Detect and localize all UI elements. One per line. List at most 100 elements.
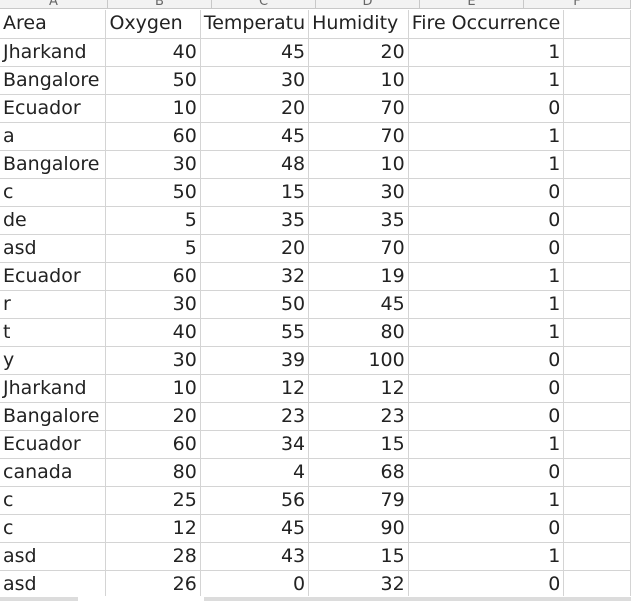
table-cell[interactable]: 0 [408, 178, 565, 207]
table-cell[interactable]: 1 [408, 262, 565, 291]
table-cell[interactable]: 45 [200, 122, 310, 151]
table-cell[interactable]: y [0, 346, 107, 375]
table-cell-empty[interactable] [563, 122, 631, 151]
table-cell[interactable]: 60 [105, 262, 201, 291]
table-cell[interactable]: Bangalore [0, 66, 107, 95]
table-cell[interactable]: 12 [308, 374, 409, 403]
header-cell-area[interactable]: Area [0, 10, 107, 39]
table-cell[interactable]: 0 [408, 234, 565, 263]
table-cell-empty[interactable] [563, 402, 631, 431]
table-cell[interactable]: 70 [308, 234, 409, 263]
table-cell[interactable]: t [0, 318, 107, 347]
table-cell[interactable]: 0 [408, 402, 565, 431]
table-cell[interactable]: 80 [308, 318, 409, 347]
table-cell[interactable]: Jharkand [0, 374, 107, 403]
table-cell[interactable]: 0 [408, 514, 565, 543]
header-cell-humidity[interactable]: Humidity [308, 10, 409, 39]
table-cell-empty[interactable] [563, 374, 631, 403]
table-cell[interactable]: 70 [308, 94, 409, 123]
table-cell[interactable]: 20 [200, 94, 310, 123]
table-cell[interactable]: 48 [200, 150, 310, 179]
column-header-d[interactable]: D [316, 0, 420, 8]
table-cell[interactable]: 43 [200, 542, 310, 571]
table-cell-empty[interactable] [563, 430, 631, 459]
table-cell[interactable]: 26 [105, 570, 201, 599]
table-cell-empty[interactable] [563, 458, 631, 487]
table-cell[interactable]: Ecuador [0, 262, 107, 291]
horizontal-scrollbar-track[interactable] [204, 597, 631, 601]
table-cell[interactable]: Bangalore [0, 150, 107, 179]
table-cell[interactable]: 1 [408, 66, 565, 95]
table-cell[interactable]: 12 [200, 374, 310, 403]
table-cell[interactable]: 10 [105, 94, 201, 123]
table-cell[interactable]: 0 [408, 570, 565, 599]
table-cell-empty[interactable] [563, 318, 631, 347]
table-cell[interactable]: 32 [308, 570, 409, 599]
table-cell-empty[interactable] [563, 234, 631, 263]
table-cell[interactable]: 50 [105, 66, 201, 95]
table-cell[interactable]: Bangalore [0, 402, 107, 431]
table-cell[interactable]: 0 [408, 346, 565, 375]
table-cell[interactable]: 45 [200, 514, 310, 543]
table-cell[interactable]: 35 [308, 206, 409, 235]
table-cell-empty[interactable] [563, 290, 631, 319]
table-cell[interactable]: 68 [308, 458, 409, 487]
table-cell[interactable]: 19 [308, 262, 409, 291]
table-cell[interactable]: 1 [408, 150, 565, 179]
header-cell-oxygen[interactable]: Oxygen [105, 10, 201, 39]
table-cell-empty[interactable] [563, 206, 631, 235]
table-cell[interactable]: 50 [105, 178, 201, 207]
table-cell[interactable]: 1 [408, 542, 565, 571]
table-cell-empty[interactable] [563, 570, 631, 599]
table-cell[interactable]: 35 [200, 206, 310, 235]
table-cell[interactable]: 30 [105, 150, 201, 179]
table-cell[interactable]: 12 [105, 514, 201, 543]
header-cell-empty[interactable] [563, 10, 631, 39]
horizontal-scrollbar-left[interactable] [0, 597, 78, 601]
table-cell[interactable]: canada [0, 458, 107, 487]
table-cell[interactable]: 80 [105, 458, 201, 487]
table-cell-empty[interactable] [563, 262, 631, 291]
table-cell[interactable]: 50 [200, 290, 310, 319]
table-cell[interactable]: 20 [105, 402, 201, 431]
table-cell[interactable]: 10 [308, 150, 409, 179]
table-cell[interactable]: 1 [408, 38, 565, 67]
table-cell[interactable]: 30 [105, 290, 201, 319]
table-cell[interactable]: 40 [105, 38, 201, 67]
table-cell[interactable]: Jharkand [0, 38, 107, 67]
table-cell-empty[interactable] [563, 486, 631, 515]
table-cell[interactable]: 10 [308, 66, 409, 95]
table-cell[interactable]: Ecuador [0, 94, 107, 123]
table-cell[interactable]: 0 [408, 94, 565, 123]
table-cell[interactable]: 10 [105, 374, 201, 403]
table-cell[interactable]: asd [0, 234, 107, 263]
table-cell[interactable]: 90 [308, 514, 409, 543]
table-cell[interactable]: 1 [408, 290, 565, 319]
table-cell[interactable]: 56 [200, 486, 310, 515]
table-cell-empty[interactable] [563, 542, 631, 571]
table-cell[interactable]: 0 [408, 458, 565, 487]
table-cell[interactable]: 0 [200, 570, 310, 599]
table-cell[interactable]: 60 [105, 430, 201, 459]
table-cell[interactable]: 0 [408, 374, 565, 403]
table-cell[interactable]: 15 [200, 178, 310, 207]
table-cell-empty[interactable] [563, 346, 631, 375]
table-cell[interactable]: Ecuador [0, 430, 107, 459]
table-cell[interactable]: c [0, 514, 107, 543]
header-cell-fire-occurrence[interactable]: Fire Occurrence [408, 10, 565, 39]
table-cell[interactable]: 1 [408, 430, 565, 459]
table-cell[interactable]: r [0, 290, 107, 319]
table-cell[interactable]: a [0, 122, 107, 151]
column-header-c[interactable]: C [212, 0, 316, 8]
table-cell[interactable]: 1 [408, 122, 565, 151]
table-cell[interactable]: 23 [200, 402, 310, 431]
table-cell[interactable]: 100 [308, 346, 409, 375]
table-cell[interactable]: 1 [408, 318, 565, 347]
table-cell[interactable]: 40 [105, 318, 201, 347]
table-cell[interactable]: de [0, 206, 107, 235]
column-header-e[interactable]: E [420, 0, 524, 8]
table-cell[interactable]: 20 [308, 38, 409, 67]
table-cell[interactable]: 15 [308, 430, 409, 459]
table-cell[interactable]: 5 [105, 206, 201, 235]
table-cell[interactable]: 20 [200, 234, 310, 263]
